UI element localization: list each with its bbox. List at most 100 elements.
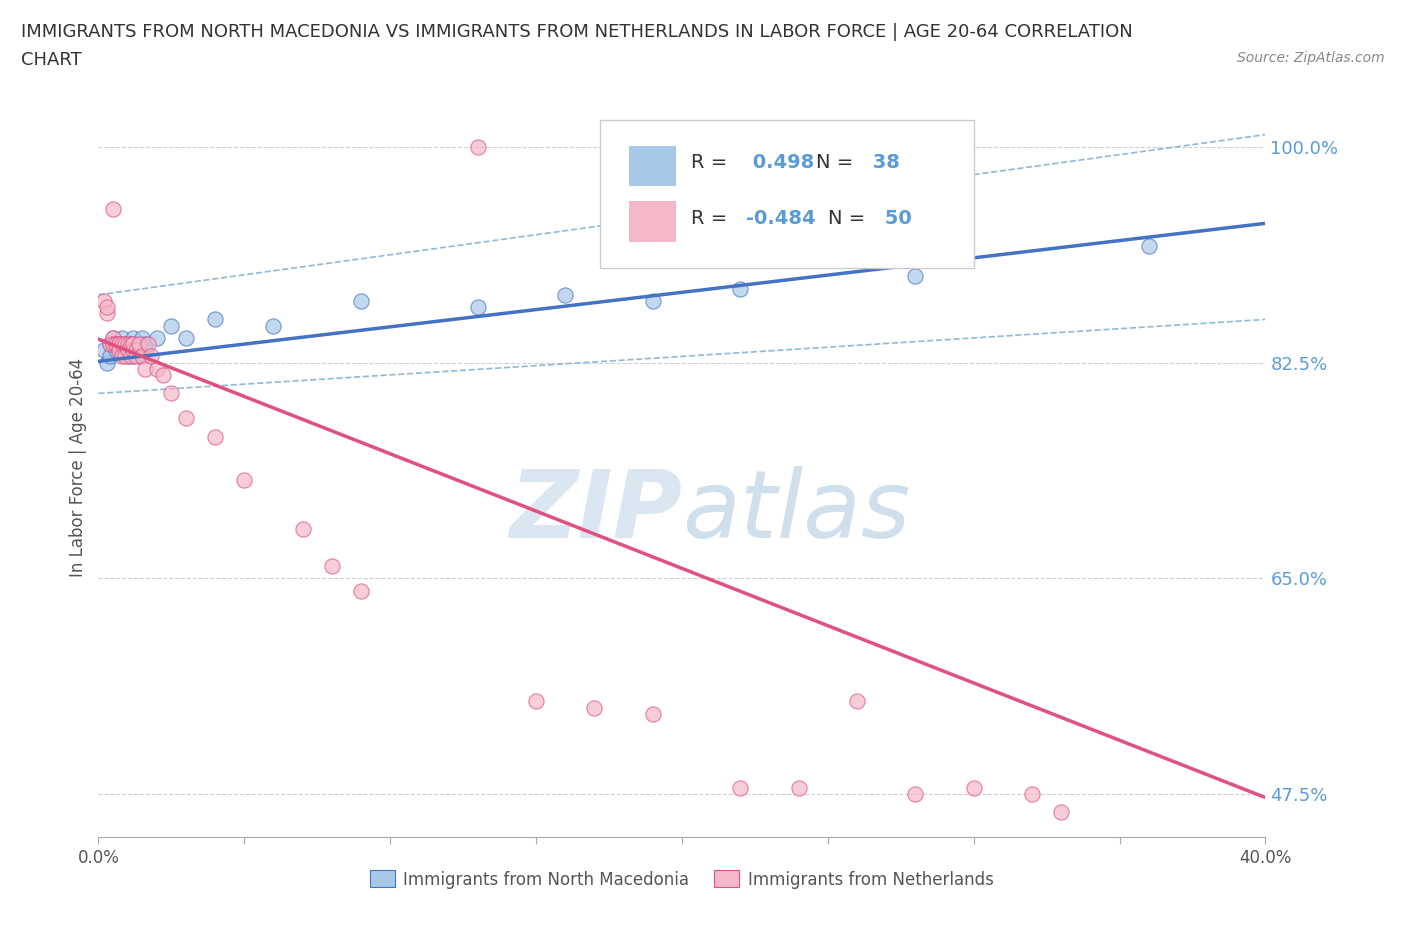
Point [134,337,156,352]
Point [101,201,124,216]
Point [146,330,169,345]
Point [122,343,145,358]
Point [128,349,150,364]
Point [114,337,136,352]
Point [122,337,145,352]
Point [101,330,124,345]
Point [134,361,156,376]
Point [98,349,121,364]
Point [962,780,984,795]
Point [111,349,134,364]
Point [846,694,869,709]
Point [554,287,576,302]
Point [134,343,156,358]
Point [787,780,810,795]
FancyBboxPatch shape [630,146,676,186]
Point [1137,238,1160,253]
Point [204,429,226,444]
Point [136,337,159,352]
Text: 50: 50 [877,208,911,228]
Point [120,337,142,352]
Point [120,337,142,352]
Point [128,337,150,352]
FancyBboxPatch shape [600,120,973,268]
Point [114,343,136,358]
Point [117,349,139,364]
Text: 0.498: 0.498 [747,153,814,172]
Point [122,330,145,345]
Point [152,367,174,382]
Point [101,337,124,352]
Point [96,306,118,321]
Point [583,700,606,715]
Text: R =: R = [692,208,727,228]
Point [174,410,197,425]
Point [117,337,139,352]
Point [93,294,115,309]
Text: IMMIGRANTS FROM NORTH MACEDONIA VS IMMIGRANTS FROM NETHERLANDS IN LABOR FORCE | : IMMIGRANTS FROM NORTH MACEDONIA VS IMMIG… [21,23,1133,41]
Point [904,787,927,802]
Point [122,349,145,364]
Point [108,337,131,352]
Text: 38: 38 [866,153,900,172]
Point [204,312,226,327]
Legend: Immigrants from North Macedonia, Immigrants from Netherlands: Immigrants from North Macedonia, Immigra… [364,864,1000,896]
Point [98,337,121,352]
Point [131,330,153,345]
Point [467,299,489,314]
Point [93,343,115,358]
Point [104,337,127,352]
Point [125,343,148,358]
Point [108,337,131,352]
Point [96,299,118,314]
Point [96,355,118,370]
Point [131,337,153,352]
Point [1137,867,1160,882]
Point [117,343,139,358]
Point [98,337,121,352]
Point [125,337,148,352]
Point [730,780,752,795]
Point [350,294,373,309]
Point [262,318,284,333]
Point [111,337,134,352]
Text: R =: R = [692,153,727,172]
Point [524,694,547,709]
Point [139,349,162,364]
Point [120,343,142,358]
Point [233,472,256,487]
Point [120,349,142,364]
Text: N =: N = [815,153,853,172]
Point [641,706,664,721]
Point [104,337,127,352]
Point [101,330,124,345]
Point [111,330,134,345]
Point [111,343,134,358]
Text: -0.484: -0.484 [747,208,815,228]
Text: atlas: atlas [682,466,910,557]
Point [101,337,124,352]
Point [1050,804,1073,820]
Point [114,349,136,364]
Point [125,349,148,364]
Y-axis label: In Labor Force | Age 20-64: In Labor Force | Age 20-64 [69,358,87,577]
Text: ZIP: ZIP [509,466,682,558]
Point [108,337,131,352]
Point [1021,787,1043,802]
Point [114,337,136,352]
Text: Source: ZipAtlas.com: Source: ZipAtlas.com [1237,51,1385,65]
Text: N =: N = [828,208,865,228]
Point [904,269,927,284]
Point [104,343,127,358]
Point [160,386,183,401]
Point [174,330,197,345]
Point [641,294,664,309]
Point [160,318,183,333]
Point [730,281,752,296]
Point [467,140,489,154]
Point [131,349,153,364]
Point [146,361,169,376]
Point [291,522,314,537]
Point [321,558,343,573]
FancyBboxPatch shape [630,201,676,242]
